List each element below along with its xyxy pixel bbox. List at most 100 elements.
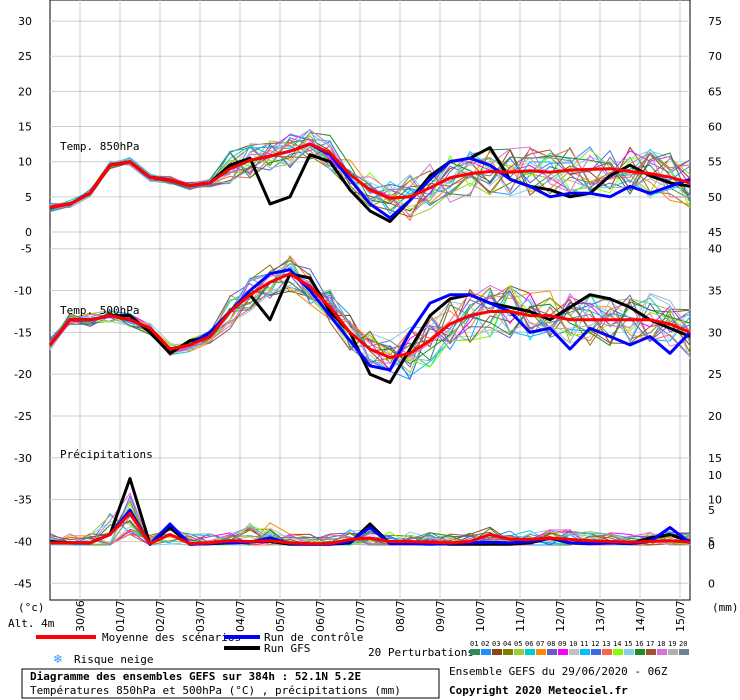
x-tick-label: 01/07 — [114, 600, 127, 632]
perturbation-line — [49, 286, 691, 360]
perturbation-number: 06 — [525, 640, 533, 648]
perturbation-number: 13 — [602, 640, 610, 648]
series-line — [50, 508, 691, 546]
y-tick-label-right: 70 — [708, 50, 722, 63]
panel-title: Temp. 500hPa — [60, 304, 139, 317]
x-tick-label: 11/07 — [514, 600, 527, 632]
y-tick-label-right: 45 — [708, 226, 722, 239]
panel-title: Précipitations — [60, 448, 153, 461]
ensemble-info: Ensemble GEFS du 29/06/2020 - 06Z — [449, 665, 668, 678]
perturbation-swatch — [580, 649, 590, 655]
legend-control-label: Run de contrôle — [264, 631, 363, 644]
perturbation-number: 02 — [481, 640, 489, 648]
x-tick-label: 03/07 — [194, 600, 207, 632]
perturbation-number: 03 — [492, 640, 500, 648]
perturbation-line — [49, 143, 691, 212]
perturbation-swatch — [646, 649, 656, 655]
perturbation-number: 11 — [580, 640, 588, 648]
altitude-label: Alt. 4m — [8, 617, 55, 630]
x-tick-label: 12/07 — [554, 600, 567, 632]
x-tick-label: 10/07 — [474, 600, 487, 632]
x-tick-label: 30/06 — [74, 600, 87, 632]
y-tick-label-right: 10 — [708, 494, 722, 507]
perturbation-swatch — [635, 649, 645, 655]
title-line-1: Diagramme des ensembles GEFS sur 384h : … — [30, 670, 361, 683]
perturbation-number: 08 — [547, 640, 555, 648]
perturbation-number: 14 — [613, 640, 621, 648]
y-tick-label-right: 5 — [708, 535, 715, 548]
x-tick-label: 05/07 — [274, 600, 287, 632]
x-tick-label: 15/07 — [674, 600, 687, 632]
y-tick-label-right: 50 — [708, 191, 722, 204]
perturbation-swatch — [558, 649, 568, 655]
perturbation-number: 18 — [657, 640, 665, 648]
series-line — [48, 272, 691, 359]
y-tick-label-left: -15 — [14, 326, 32, 339]
perturbation-number: 17 — [646, 640, 654, 648]
perturbation-number: 07 — [536, 640, 544, 648]
perturbation-swatch — [657, 649, 667, 655]
perturbation-swatch — [624, 649, 634, 655]
y-tick-label-right: 65 — [708, 85, 722, 98]
perturbation-swatch — [470, 649, 480, 655]
y-tick-label-right: 60 — [708, 121, 722, 134]
y-tick-label-left: -25 — [14, 410, 32, 423]
x-tick-label: 07/07 — [354, 600, 367, 632]
perturbation-number: 10 — [569, 640, 577, 648]
title-line-2: Températures 850hPa et 500hPa (°C) , pré… — [30, 684, 401, 697]
y-tick-label-left: -35 — [14, 494, 32, 507]
perturbation-swatch — [679, 649, 689, 655]
perturbation-swatch — [569, 649, 579, 655]
y-tick-label-right: 0 — [708, 577, 715, 590]
perturbation-number: 16 — [635, 640, 643, 648]
y-tick-label-left: 15 — [18, 121, 32, 134]
y-tick-label-left: -20 — [14, 368, 32, 381]
precip-tick-label: 10 — [708, 469, 722, 482]
perturbation-swatch — [492, 649, 502, 655]
legend-mean-label: Moyenne des scénarios — [102, 631, 241, 644]
y-tick-label-left: 10 — [18, 156, 32, 169]
unit-left: (°c) — [18, 601, 45, 614]
y-tick-label-left: -30 — [14, 452, 32, 465]
legend-gfs-label: Run GFS — [264, 642, 310, 655]
series-line — [50, 512, 691, 546]
perturbation-number: 09 — [558, 640, 566, 648]
y-tick-label-right: 25 — [708, 368, 722, 381]
y-tick-label-right: 40 — [708, 243, 722, 256]
y-tick-label-right: 35 — [708, 285, 722, 298]
perturbation-number: 20 — [679, 640, 687, 648]
series-line — [48, 272, 691, 384]
y-tick-label-left: -45 — [14, 577, 32, 590]
perturbation-legend: 01 02 03 04 05 06 07 08 09 10 11 12 13 14 15 16 17 18 19 20 — [470, 640, 689, 655]
unit-right: (mm) — [712, 601, 739, 614]
perturbation-number: 01 — [470, 640, 478, 648]
perturbation-line — [49, 143, 691, 213]
precip-tick-label: 5 — [708, 504, 715, 517]
y-tick-label-right: 15 — [708, 452, 722, 465]
perturbation-swatch — [536, 649, 546, 655]
copyright: Copyright 2020 Meteociel.fr — [449, 684, 628, 697]
y-tick-label-left: -10 — [14, 285, 32, 298]
perturbation-number: 15 — [624, 640, 632, 648]
x-tick-label: 13/07 — [594, 600, 607, 632]
precip-tick-label: 0 — [708, 539, 715, 552]
y-tick-label-right: 20 — [708, 410, 722, 423]
series-line — [49, 142, 691, 209]
y-tick-label-left: 0 — [25, 226, 32, 239]
perturbation-number: 04 — [503, 640, 511, 648]
y-tick-label-right: 55 — [708, 156, 722, 169]
perturbation-swatch — [503, 649, 513, 655]
x-tick-label: 02/07 — [154, 600, 167, 632]
y-tick-label-left: 25 — [18, 50, 32, 63]
perturbation-number: 05 — [514, 640, 522, 648]
x-tick-label: 09/07 — [434, 600, 447, 632]
perturbation-number: 12 — [591, 640, 599, 648]
perturbation-swatch — [602, 649, 612, 655]
title-box — [21, 668, 440, 699]
y-tick-label-left: -5 — [21, 243, 32, 256]
y-tick-label-right: 75 — [708, 15, 722, 28]
legend-snow-label: Risque neige — [74, 653, 153, 666]
y-tick-label-left: -40 — [14, 535, 32, 548]
perturbation-swatch — [525, 649, 535, 655]
